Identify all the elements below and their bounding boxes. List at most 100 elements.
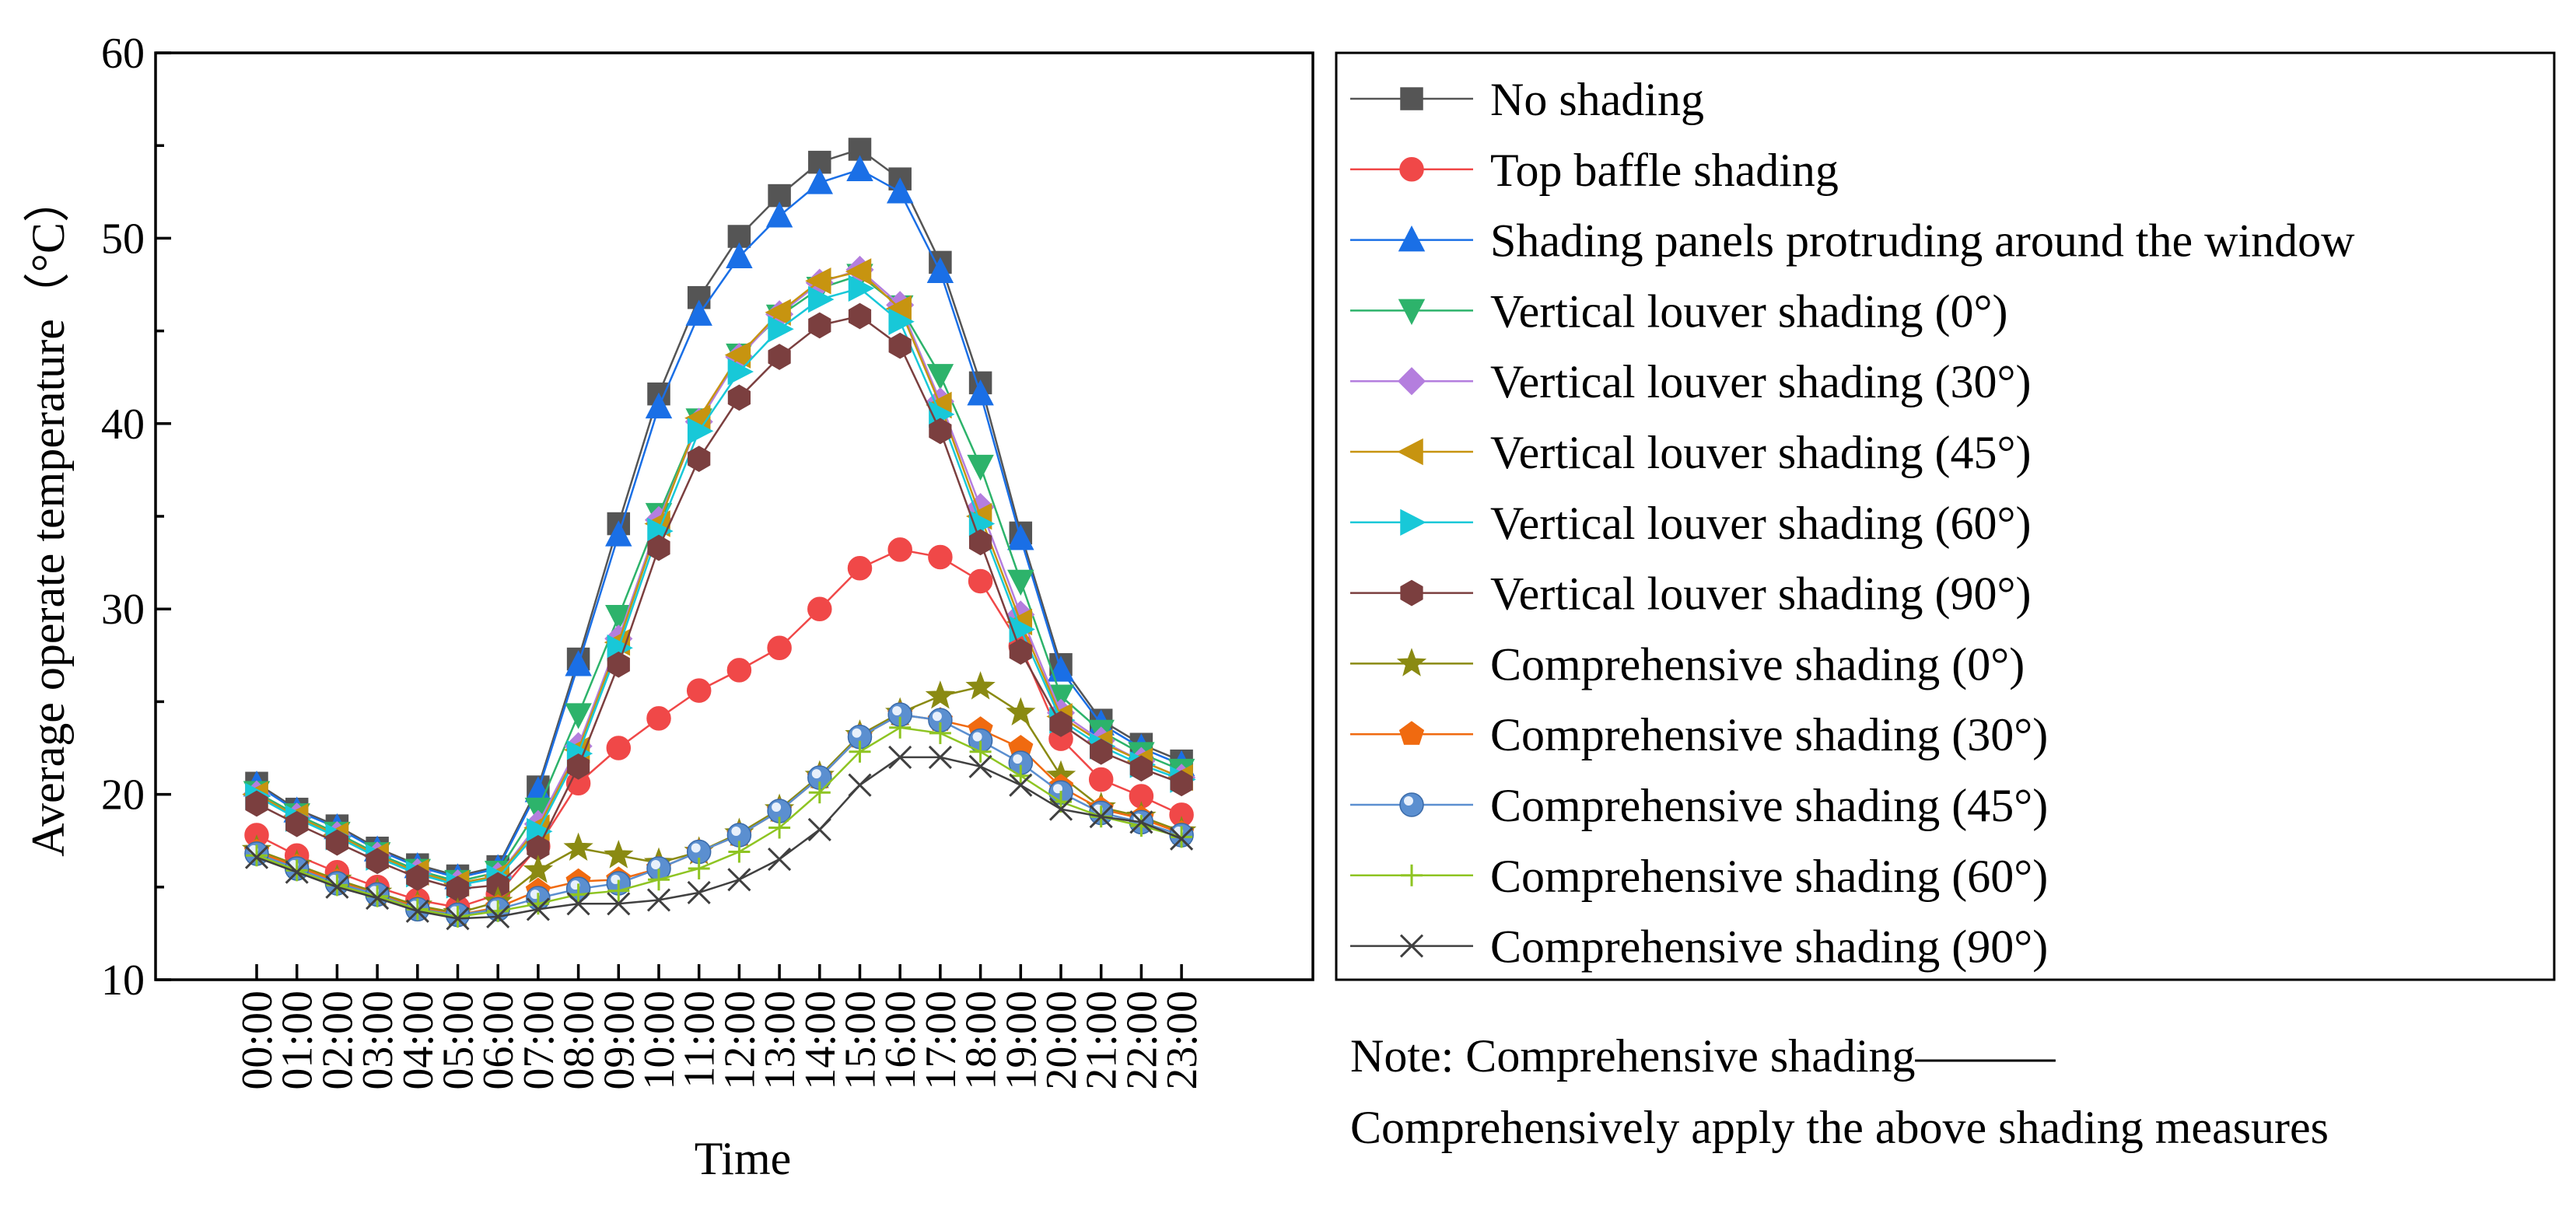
data-point	[244, 845, 269, 869]
legend-label: Vertical louver shading (90°)	[1490, 568, 2031, 620]
data-point	[808, 781, 831, 804]
data-point	[523, 855, 554, 883]
note-line-1: Note: Comprehensive shading———	[1350, 1030, 2056, 1082]
x-axis: 00:0001:0002:0003:0004:0005:0006:0007:00…	[233, 964, 1206, 1090]
data-point	[1399, 934, 1424, 958]
x-tick-label: 16:00	[877, 991, 925, 1090]
data-point	[606, 736, 632, 760]
data-point	[889, 716, 912, 739]
x-tick-label: 17:00	[917, 991, 965, 1090]
legend-item: Top baffle shading	[1350, 145, 1839, 196]
data-point	[967, 454, 994, 481]
legend-label: Comprehensive shading (45°)	[1490, 780, 2048, 831]
data-point	[805, 267, 831, 295]
data-point	[1090, 738, 1113, 765]
data-point	[686, 839, 712, 865]
data-point	[1007, 523, 1034, 551]
data-point	[886, 177, 914, 204]
data-point	[806, 168, 834, 194]
x-tick-label: 01:00	[274, 991, 322, 1090]
data-point	[928, 544, 953, 570]
data-point	[968, 529, 992, 556]
series-line	[256, 713, 1182, 916]
legend-label: Shading panels protruding around the win…	[1490, 215, 2355, 267]
data-point	[1397, 367, 1426, 396]
legend-item: Vertical louver shading (0°)	[1350, 285, 2007, 337]
x-tick-label: 21:00	[1078, 991, 1126, 1090]
data-point	[768, 184, 791, 208]
data-point	[686, 678, 712, 703]
y-tick-label: 40	[101, 400, 145, 449]
data-point	[1396, 648, 1427, 676]
data-point	[1170, 770, 1193, 797]
legend-label: Top baffle shading	[1490, 145, 1839, 196]
x-tick-label: 14:00	[796, 991, 845, 1090]
data-point	[727, 868, 751, 892]
x-tick-label: 04:00	[394, 991, 443, 1090]
x-tick-label: 20:00	[1038, 991, 1086, 1090]
data-point	[1170, 827, 1194, 851]
data-point	[566, 753, 590, 780]
data-point	[325, 875, 349, 899]
data-point	[969, 740, 992, 763]
data-point	[808, 285, 835, 313]
y-tick-label: 50	[101, 215, 145, 263]
data-point	[1048, 797, 1073, 821]
data-point	[808, 312, 831, 339]
series-line	[256, 726, 1182, 918]
series-line	[256, 756, 1182, 920]
legend-item: No shading	[1350, 74, 1704, 125]
data-point	[526, 897, 550, 921]
data-point	[807, 817, 831, 841]
x-tick-label: 13:00	[756, 991, 804, 1090]
data-point	[1398, 225, 1426, 252]
data-point	[607, 651, 630, 678]
data-point	[846, 155, 873, 181]
data-point	[727, 358, 754, 386]
series-1	[245, 138, 1193, 888]
data-point	[848, 302, 872, 330]
data-point	[1009, 638, 1032, 665]
data-point	[645, 392, 673, 419]
series-8	[245, 302, 1193, 903]
x-tick-label: 09:00	[595, 991, 643, 1090]
data-point	[965, 671, 996, 700]
data-point	[688, 857, 710, 879]
data-point	[1400, 87, 1423, 110]
data-point	[727, 384, 751, 411]
legend-label: Comprehensive shading (60°)	[1490, 851, 2048, 902]
legend-label: Vertical louver shading (30°)	[1490, 356, 2031, 407]
data-point	[607, 879, 630, 902]
x-tick-label: 10:00	[635, 991, 684, 1090]
data-point	[405, 899, 429, 923]
x-tick-label: 22:00	[1118, 991, 1166, 1090]
data-point	[1010, 764, 1032, 787]
series-line	[256, 270, 1182, 885]
data-point	[1400, 509, 1426, 537]
x-tick-label: 03:00	[354, 991, 402, 1090]
series-line	[256, 685, 1182, 914]
legend-label: Comprehensive shading (90°)	[1490, 921, 2048, 973]
data-point	[285, 810, 309, 837]
series-12	[246, 716, 1193, 928]
series-6	[242, 258, 1193, 897]
data-point	[1400, 579, 1423, 606]
data-point	[605, 520, 632, 547]
legend-label: Vertical louver shading (0°)	[1490, 285, 2007, 337]
series-line	[256, 168, 1182, 879]
legend-item: Vertical louver shading (60°)	[1350, 498, 2031, 549]
data-point	[1049, 711, 1073, 737]
legend-item: Shading panels protruding around the win…	[1350, 215, 2355, 267]
data-point	[926, 257, 954, 284]
data-point	[1171, 826, 1193, 848]
x-tick-label: 07:00	[515, 991, 563, 1090]
legend-item: Comprehensive shading (60°)	[1350, 851, 2048, 902]
data-point	[366, 848, 389, 875]
data-point	[487, 900, 509, 922]
x-tick-label: 05:00	[435, 991, 483, 1090]
legend: No shading Top baffle shading Shading pane…	[1335, 51, 2556, 981]
data-point	[726, 242, 753, 268]
data-point	[246, 844, 268, 867]
y-tick-label: 10	[101, 956, 145, 1005]
data-point	[925, 680, 956, 709]
